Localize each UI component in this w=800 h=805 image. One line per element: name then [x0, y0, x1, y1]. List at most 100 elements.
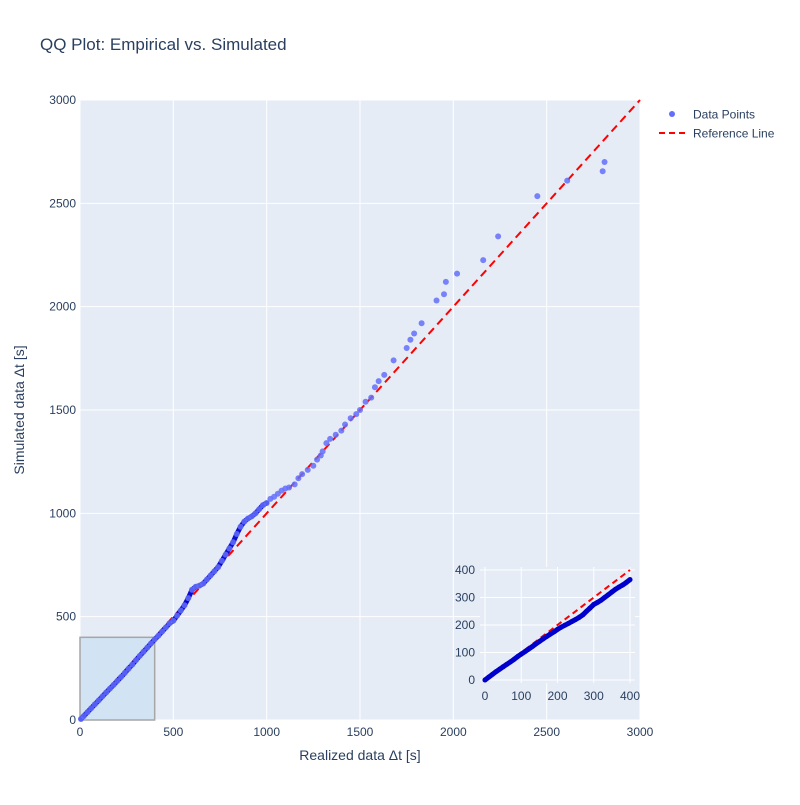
data-point: [200, 580, 207, 587]
data-point: [357, 407, 363, 413]
inset-data-point: [533, 641, 539, 647]
data-point: [480, 257, 487, 264]
data-point: [118, 674, 125, 681]
inset-y-tick-label: 300: [455, 591, 475, 605]
data-point: [222, 551, 229, 558]
data-point: [564, 177, 571, 184]
inset-y-tick-label: 100: [455, 646, 475, 660]
data-point: [99, 693, 106, 700]
data-point: [155, 632, 162, 639]
x-tick-label: 500: [163, 725, 183, 739]
y-tick-label: 0: [69, 713, 76, 727]
inset-data-point: [598, 597, 604, 603]
data-point: [338, 427, 345, 434]
data-point: [252, 510, 259, 517]
inset-data-point: [602, 595, 608, 600]
data-point: [106, 685, 113, 692]
inset-data-point: [584, 608, 589, 614]
y-axis-label: Simulated data Δt [s]: [11, 345, 27, 474]
y-tick-label: 1000: [49, 506, 76, 520]
data-point: [381, 371, 388, 378]
data-point: [237, 523, 244, 530]
inset-y-tick-label: 400: [455, 563, 475, 577]
data-point: [342, 421, 349, 428]
inset-data-point: [493, 669, 499, 675]
data-point: [185, 595, 192, 602]
data-point: [353, 411, 360, 418]
inset-data-point: [587, 605, 593, 611]
data-point: [441, 291, 447, 298]
main-data-points-layer: [77, 159, 608, 722]
data-point: [332, 431, 339, 438]
data-point: [84, 709, 91, 716]
x-tick-label: 2500: [533, 725, 560, 739]
data-point: [203, 576, 210, 583]
data-point: [442, 278, 449, 285]
data-point: [256, 506, 263, 513]
data-point: [233, 531, 240, 537]
inset-data-point: [551, 629, 557, 635]
inset-data-point: [555, 626, 560, 632]
x-axis-label: Realized data Δt [s]: [299, 747, 420, 763]
inset-data-point: [623, 579, 629, 585]
inset-data-point: [609, 589, 615, 595]
y-tick-label: 3000: [49, 93, 76, 107]
data-point: [207, 572, 214, 579]
legend[interactable]: Data Points Reference Line: [659, 108, 775, 141]
data-point: [162, 624, 169, 631]
inset-data-point: [526, 646, 531, 652]
data-point: [495, 233, 502, 240]
data-point: [147, 640, 154, 647]
data-point: [314, 456, 321, 463]
inset-x-tick-label: 200: [547, 689, 567, 703]
inset-data-point: [605, 592, 611, 598]
data-point: [174, 612, 181, 619]
inset-data-point: [620, 582, 626, 588]
x-tick-label: 0: [77, 725, 84, 739]
inset-x-tick-label: 0: [482, 689, 489, 703]
x-tick-label: 1500: [347, 725, 374, 739]
inset-data-point: [627, 577, 633, 583]
data-point: [411, 330, 418, 337]
x-tick-label: 3000: [627, 725, 654, 739]
data-point: [418, 320, 425, 327]
inset-data-point: [544, 634, 550, 640]
data-point: [375, 378, 382, 385]
data-point: [362, 398, 369, 405]
inset-data-point: [522, 649, 528, 655]
x-tick-label: 2000: [440, 725, 467, 739]
inset-x-tick-label: 100: [511, 689, 531, 703]
inset-data-point: [507, 659, 513, 665]
inset-data-point: [511, 656, 517, 662]
inset-data-point: [616, 584, 622, 590]
main-axis-ticks: 0 500 1000 1500 2000 2500 30000500100015002000…: [49, 93, 653, 739]
data-point: [151, 636, 158, 643]
data-point: [327, 435, 334, 442]
legend-marker-data-points: [669, 111, 675, 117]
data-point: [114, 677, 121, 684]
inset-x-tick-label: 400: [620, 689, 640, 703]
inset-data-point: [489, 672, 495, 677]
data-point: [291, 481, 298, 488]
data-point: [286, 484, 293, 491]
inset-x-tick-label: 300: [584, 689, 604, 703]
data-point: [304, 466, 311, 473]
data-point: [407, 336, 414, 343]
inset-y-tick-label: 0: [468, 673, 475, 687]
data-point: [601, 159, 608, 165]
inset-data-point: [536, 639, 542, 644]
data-point: [103, 689, 110, 696]
inset-data-point: [504, 661, 510, 667]
legend-item-data-points[interactable]: Data Points: [669, 108, 755, 122]
inset-data-point: [486, 674, 492, 680]
inset-data-point: [518, 651, 524, 657]
data-point: [263, 500, 270, 506]
legend-item-reference-line[interactable]: Reference Line: [659, 127, 775, 141]
inset-data-point: [613, 586, 618, 592]
y-tick-label: 2500: [49, 196, 76, 210]
inset-data-point: [529, 644, 535, 650]
data-point: [299, 471, 306, 478]
inset-data-point: [497, 666, 502, 672]
inset-y-tick-label: 200: [455, 618, 475, 632]
legend-label-data-points: Data Points: [693, 108, 755, 122]
